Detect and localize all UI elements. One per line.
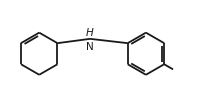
Text: N: N [86,42,94,52]
Text: H: H [86,28,94,38]
